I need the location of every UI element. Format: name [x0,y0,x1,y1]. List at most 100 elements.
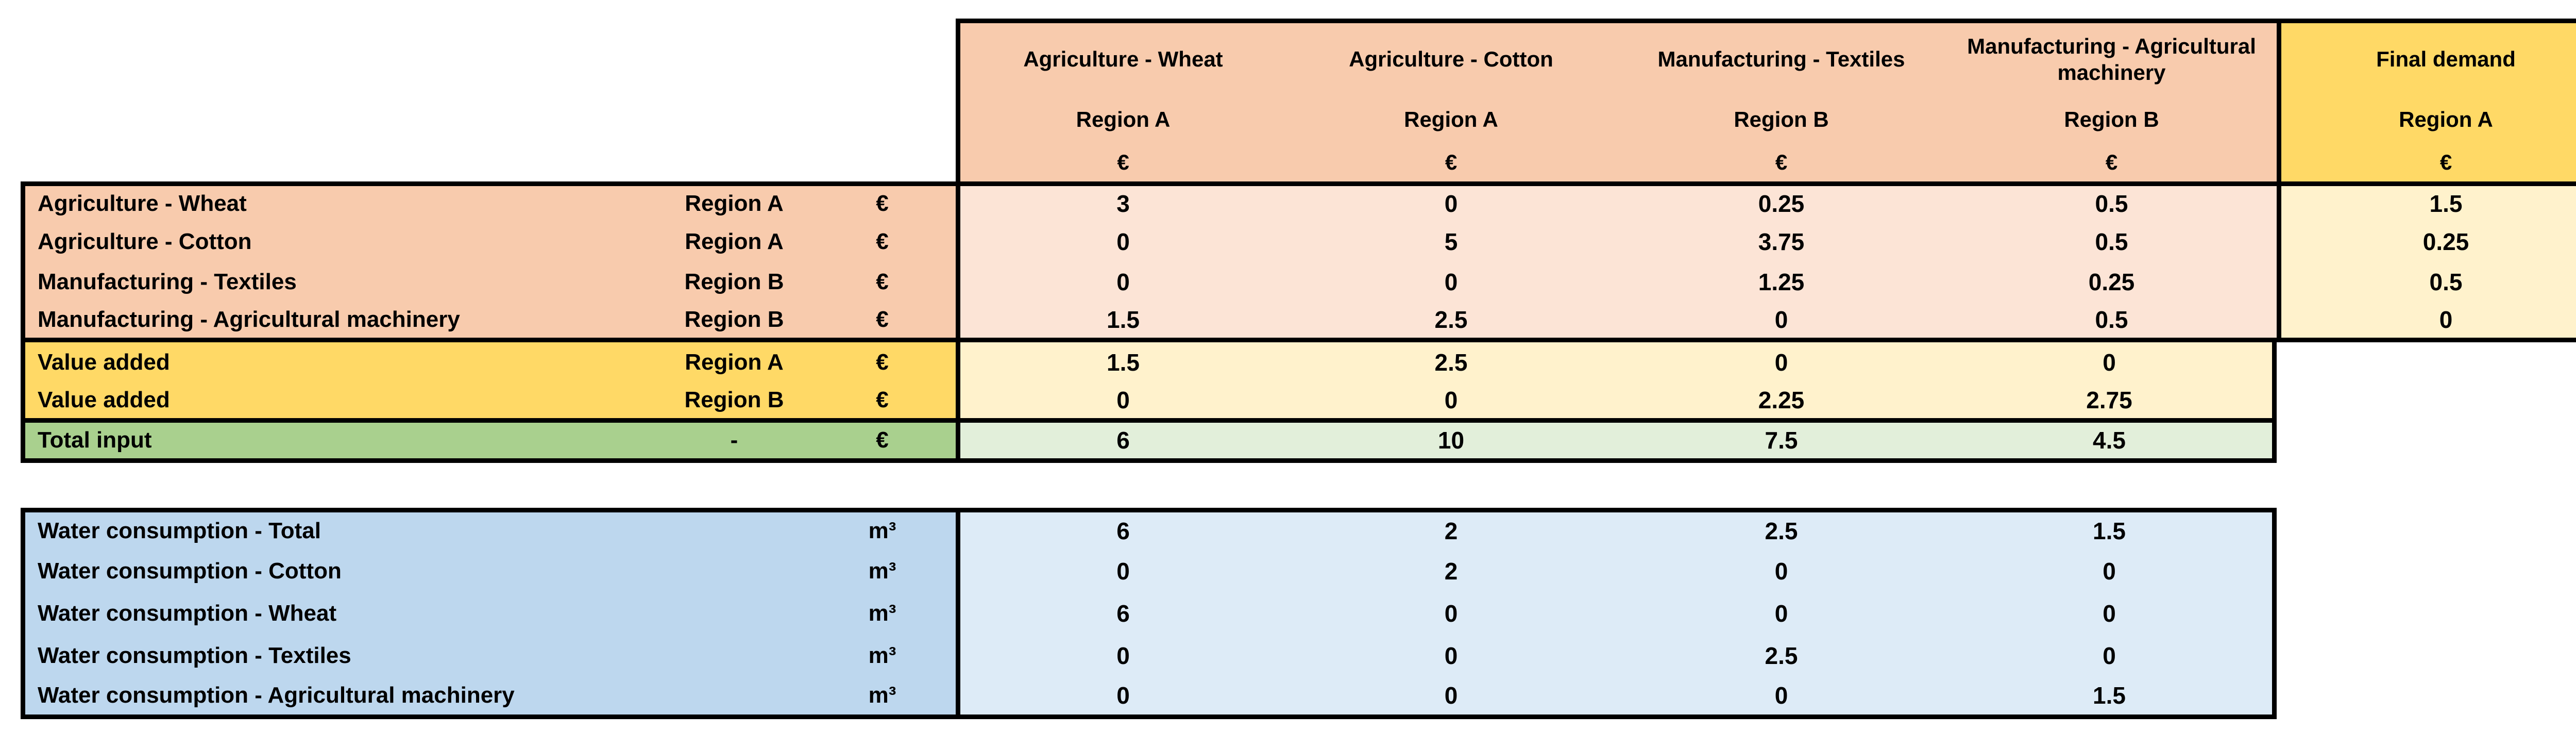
column-unit: € [1117,150,1129,174]
row-label-water-textiles: Water consumption - Textiles [21,635,659,677]
row-unit: m³ [809,550,956,592]
io-cell: 0 [1286,262,1616,302]
column-unit: € [1445,150,1458,174]
fd-cell: 0.5 [2277,262,2576,302]
va-cell: 0 [1616,342,1946,383]
water-cell: 0 [1946,635,2277,677]
io-cell: 0 [1616,302,1946,342]
water-cell: 6 [956,508,1286,550]
fd-cell: 0.25 [2277,222,2576,262]
column-region: Region B [2064,107,2159,131]
water-cell: 0 [956,635,1286,677]
water-cell: 0 [1286,635,1616,677]
io-cell: 0.5 [1946,302,2277,342]
empty-area [2277,383,2576,423]
corner-spacer [21,19,659,181]
row-unit: € [809,342,956,383]
row-unit: m³ [809,592,956,635]
water-cell: 0 [956,677,1286,719]
io-cell: 0.5 [1946,181,2277,222]
empty-area [2277,423,2576,463]
column-region: Region A [1076,107,1171,131]
fd-cell: 1.5 [2277,181,2576,222]
row-unit: m³ [809,508,956,550]
row-region: - [659,423,809,463]
row-label-water-total: Water consumption - Total [21,508,659,550]
water-cell: 0 [1286,592,1616,635]
row-unit: € [809,262,956,302]
column-header-manufacturing-textiles: Manufacturing - Textiles Region B € [1616,19,1946,181]
total-input-cell: 10 [1286,423,1616,463]
row-label-value-added-region-a: Value added [21,342,659,383]
row-unit: € [809,181,956,222]
column-header-manufacturing-agricultural-machinery: Manufacturing - Agricultural machinery R… [1946,19,2277,181]
column-region: Region B [1734,107,1829,131]
va-cell: 0 [956,383,1286,423]
corner-spacer [659,19,809,181]
io-cell: 3 [956,181,1286,222]
water-cell: 0 [1616,592,1946,635]
row-label-water-agricultural-machinery: Water consumption - Agricultural machine… [21,677,659,719]
io-cell: 0.25 [1946,262,2277,302]
row-unit: € [809,222,956,262]
water-table: Water consumption - Total m³ 6 2 2.5 1.5… [21,508,2277,719]
va-cell: 2.75 [1946,383,2277,423]
row-label-manufacturing-agricultural-machinery: Manufacturing - Agricultural machinery [21,302,659,342]
corner-spacer [809,19,956,181]
column-region: Region A [1404,107,1498,131]
row-label-agriculture-wheat: Agriculture - Wheat [21,181,659,222]
row-unit: € [809,383,956,423]
column-region: Region A [2399,107,2493,131]
va-cell: 0 [1946,342,2277,383]
row-region-blank [659,635,809,677]
water-cell: 1.5 [1946,508,2277,550]
water-cell: 0 [1286,677,1616,719]
row-region: Region A [659,222,809,262]
io-cell: 1.25 [1616,262,1946,302]
row-label-water-cotton: Water consumption - Cotton [21,550,659,592]
water-cell: 1.5 [1946,677,2277,719]
water-cell: 2.5 [1616,635,1946,677]
row-label-water-wheat: Water consumption - Wheat [21,592,659,635]
row-region: Region B [659,383,809,423]
row-label-agriculture-cotton: Agriculture - Cotton [21,222,659,262]
water-cell: 0 [1946,592,2277,635]
row-unit: € [809,302,956,342]
column-unit: € [2439,150,2452,174]
column-header-agriculture-cotton: Agriculture - Cotton Region A € [1286,19,1616,181]
total-input-cell: 7.5 [1616,423,1946,463]
column-title: Manufacturing - Textiles [1657,47,1905,72]
row-region: Region B [659,302,809,342]
va-cell: 1.5 [956,342,1286,383]
row-region-blank [659,508,809,550]
total-input-cell: 4.5 [1946,423,2277,463]
io-cell: 0.5 [1946,222,2277,262]
io-cell: 0 [1286,181,1616,222]
column-title: Agriculture - Cotton [1349,47,1553,72]
column-title: Manufacturing - Agricultural machinery [1967,34,2256,85]
water-cell: 2.5 [1616,508,1946,550]
water-cell: 6 [956,592,1286,635]
io-cell: 0 [956,262,1286,302]
column-header-final-demand-region-a: Final demand Region A € [2277,19,2576,181]
va-cell: 2.25 [1616,383,1946,423]
column-unit: € [2105,150,2118,174]
row-region: Region A [659,342,809,383]
io-cell: 3.75 [1616,222,1946,262]
io-cell: 0 [956,222,1286,262]
water-cell: 0 [1616,550,1946,592]
water-cell: 2 [1286,550,1616,592]
row-region: Region A [659,181,809,222]
row-region: Region B [659,262,809,302]
row-label-manufacturing-textiles: Manufacturing - Textiles [21,262,659,302]
io-table: Agriculture - Wheat Region A € Agricultu… [21,19,2576,463]
total-input-cell: 6 [956,423,1286,463]
fd-cell: 0 [2277,302,2576,342]
column-title: Agriculture - Wheat [1023,47,1223,72]
va-cell: 0 [1286,383,1616,423]
row-unit: € [809,423,956,463]
row-region-blank [659,550,809,592]
empty-area [2277,342,2576,383]
water-cell: 0 [956,550,1286,592]
io-cell: 1.5 [956,302,1286,342]
